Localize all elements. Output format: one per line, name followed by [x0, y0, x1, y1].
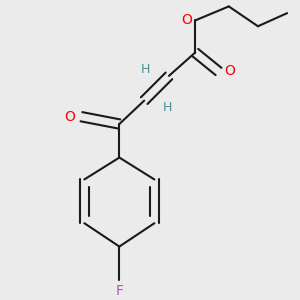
Text: H: H	[141, 63, 150, 76]
Text: O: O	[224, 64, 235, 79]
Text: H: H	[163, 100, 172, 114]
Text: F: F	[116, 284, 123, 298]
Text: O: O	[65, 110, 76, 124]
Text: O: O	[182, 14, 192, 27]
